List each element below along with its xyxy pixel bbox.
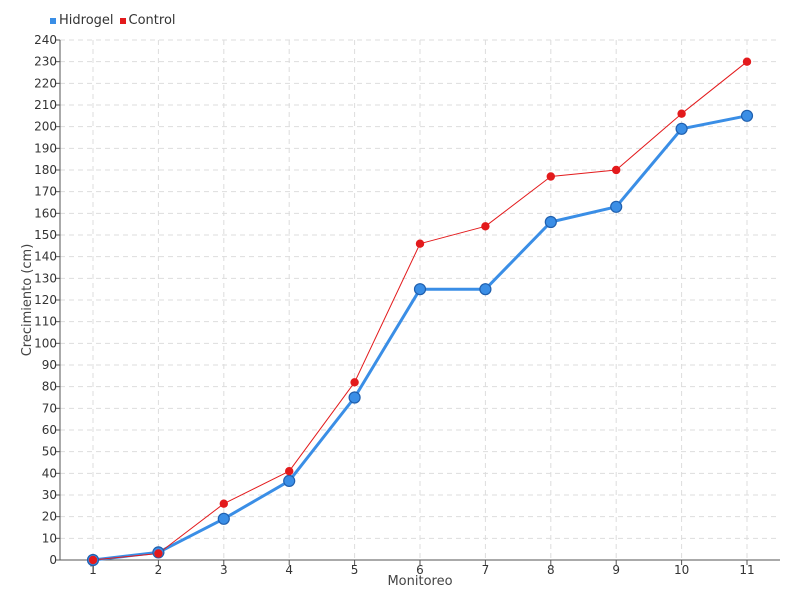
y-tick-label: 160 [34, 206, 57, 220]
data-point-control [154, 549, 163, 558]
x-tick-label: 7 [482, 563, 490, 577]
y-tick-label: 130 [34, 271, 57, 285]
data-point-control [415, 239, 425, 248]
x-tick-label: 1 [89, 563, 97, 577]
data-point-control [285, 467, 294, 476]
legend-label-hidrogel: Hidrogel [59, 13, 114, 28]
x-tick-label: 6 [416, 563, 424, 577]
y-tick-label: 220 [34, 76, 57, 90]
legend-swatch-hidrogel [50, 17, 56, 24]
y-tick-label: 30 [42, 488, 57, 502]
data-point-control [219, 499, 228, 508]
y-axis-title: Crecimiento (cm) [20, 244, 35, 357]
y-tick-label: 0 [49, 553, 57, 567]
y-tick-label: 10 [42, 531, 57, 545]
data-point-hidrogel [217, 512, 230, 525]
data-point-hidrogel [544, 215, 557, 229]
data-point-hidrogel [413, 283, 427, 296]
x-tick-label: 3 [220, 563, 228, 577]
y-tick-label: 110 [34, 315, 57, 329]
data-point-control [546, 172, 555, 181]
chart-legend: Hidrogel Control [50, 13, 182, 28]
x-tick-label: 8 [547, 563, 555, 577]
data-point-control [612, 165, 621, 175]
y-tick-label: 60 [42, 423, 57, 437]
x-tick-label: 9 [612, 563, 620, 577]
y-tick-label: 230 [34, 55, 57, 69]
y-tick-label: 50 [42, 445, 57, 459]
y-tick-label: 100 [34, 336, 57, 350]
data-point-control [742, 57, 752, 66]
data-point-hidrogel [479, 283, 492, 296]
legend-label-control: Control [128, 13, 176, 28]
y-tick-label: 120 [34, 293, 57, 307]
y-tick-label: 170 [34, 185, 57, 199]
x-tick-label: 5 [351, 563, 359, 577]
x-axis-title: Monitoreo [387, 574, 452, 589]
y-tick-label: 180 [34, 163, 57, 177]
y-tick-label: 140 [34, 250, 57, 264]
data-point-control [350, 378, 359, 387]
y-tick-label: 190 [34, 141, 57, 155]
legend-item-control[interactable]: Control [119, 13, 176, 28]
y-tick-label: 40 [42, 466, 57, 480]
data-point-hidrogel [283, 474, 296, 487]
data-point-hidrogel [348, 391, 361, 404]
x-tick-label: 11 [739, 563, 754, 577]
y-tick-label: 240 [34, 33, 57, 47]
y-tick-label: 70 [42, 401, 57, 415]
y-tick-label: 80 [42, 380, 57, 394]
data-point-hidrogel [740, 109, 754, 122]
data-point-hidrogel [610, 200, 623, 213]
y-tick-label: 200 [34, 120, 57, 134]
x-tick-label: 2 [155, 563, 163, 577]
data-point-control [481, 222, 490, 231]
x-tick-label: 4 [285, 563, 293, 577]
data-point-control [677, 109, 686, 118]
y-tick-label: 90 [42, 358, 57, 372]
legend-swatch-control [119, 17, 126, 24]
x-tick-label: 10 [674, 563, 689, 577]
y-tick-label: 210 [34, 98, 57, 112]
y-tick-label: 20 [42, 510, 57, 524]
y-tick-label: 150 [34, 228, 57, 242]
legend-item-hidrogel[interactable]: Hidrogel [50, 13, 114, 28]
data-point-hidrogel [675, 122, 688, 135]
data-point-control [88, 555, 98, 565]
